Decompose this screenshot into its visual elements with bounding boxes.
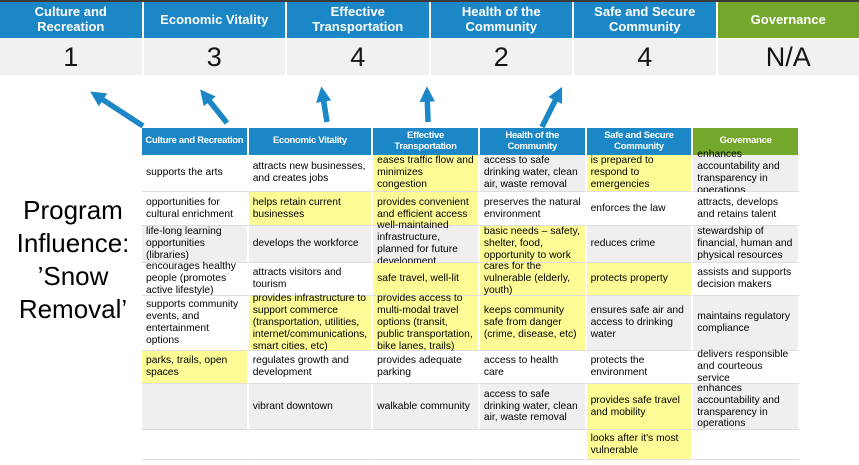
influence-matrix: Culture and Recreation Economic Vitality E… (142, 128, 800, 460)
program-influence-line: Influence: (16, 228, 130, 258)
matrix-cell-r2c4: preserves the natural environment (479, 192, 587, 226)
matrix-cell-r2c6: attracts, develops and retains talent (693, 192, 800, 226)
influence-arrow-4 (419, 86, 436, 123)
matrix-cell-r7c6: enhances accountability and transparency… (693, 383, 800, 430)
matrix-cell-r3c3: well-maintained infrastructure, planned … (373, 220, 480, 267)
banner-header-economic-vitality: Economic Vitality (143, 2, 285, 38)
matrix-cell-r8c2 (248, 430, 374, 460)
matrix-header-governance: Governance (693, 128, 800, 155)
matrix-cell-r3c6: stewardship of financial, human and phys… (693, 226, 800, 263)
matrix-cell-r2c3: provides convenient and efficient access (373, 192, 480, 226)
banner-score-effective-transportation: 4 (287, 39, 429, 75)
matrix-cell-r3c5: reduces crime (586, 226, 694, 263)
program-influence-line: Removal’ (18, 294, 128, 324)
matrix-cell-r6c4: access to health care (479, 351, 587, 384)
influence-arrow-3 (316, 86, 332, 123)
matrix-cell-r7c4: access to safe drinking water, clean air… (479, 384, 587, 430)
matrix-cell-r1c5: is prepared to respond to emergencies (586, 155, 694, 192)
banner-header-culture-and-recreation: Culture and Recreation (0, 2, 142, 38)
banner-score-safe-and-secure-community: 4 (574, 39, 716, 75)
matrix-header-effective-transportation: Effective Transportation (373, 128, 480, 155)
matrix-cell-r2c1: opportunities for cultural enrichment (142, 192, 249, 226)
matrix-cell-r7c2: vibrant downtown (248, 384, 374, 430)
matrix-cell-r3c4: basic needs – safety, shelter, food, opp… (479, 226, 587, 263)
matrix-header-health-of-the-community: Health of the Community (479, 128, 587, 155)
matrix-cell-r1c4: access to safe drinking water, clean air… (479, 155, 587, 192)
matrix-cell-r6c1: parks, trails, open spaces (142, 351, 249, 384)
banner-score-governance: N/A (717, 39, 859, 75)
matrix-cell-r1c3: eases traffic flow and minimizes congest… (373, 155, 480, 192)
matrix-cell-r7c5: provides safe travel and mobility (586, 384, 694, 430)
matrix-cell-r7c3: walkable community (373, 384, 480, 430)
program-influence-line: ’Snow (37, 261, 109, 291)
matrix-cell-r3c2: develops the workforce (248, 226, 374, 263)
matrix-cell-r4c5: protects property (586, 263, 694, 296)
banner-header-governance: Governance (717, 2, 859, 38)
influence-arrow-2 (200, 89, 230, 125)
program-influence-label: Program Influence: ’Snow Removal’ (0, 194, 146, 326)
banner-score-health-of-the-community: 2 (430, 39, 572, 75)
matrix-header-economic-vitality: Economic Vitality (248, 128, 374, 155)
priority-banner: Culture and Recreation Economic Vitality E… (0, 0, 859, 75)
matrix-cell-r1c1: supports the arts (142, 155, 249, 192)
matrix-cell-r6c2: regulates growth and development (248, 351, 374, 384)
matrix-cell-r5c5: ensures safe air and access to drinking … (586, 296, 694, 351)
matrix-cell-r4c1: encourages healthy people (promotes acti… (142, 261, 249, 296)
banner-score-culture-and-recreation: 1 (0, 39, 142, 75)
matrix-cell-r2c5: enforces the law (586, 192, 694, 226)
matrix-cell-r8c1 (142, 430, 249, 460)
matrix-cell-r5c2: provides infrastructure to support comme… (248, 293, 374, 352)
matrix-cell-r2c2: helps retain current businesses (248, 192, 374, 226)
matrix-cell-r8c3 (373, 430, 480, 460)
matrix-cell-r5c4: keeps community safe from danger (crime,… (479, 296, 587, 351)
matrix-cell-r1c2: attracts new businesses, and creates job… (248, 155, 374, 192)
banner-header-health-of-the-community: Health of the Community (430, 2, 572, 38)
matrix-cell-r5c3: provides access to multi-modal travel op… (373, 293, 480, 352)
matrix-cell-r5c1: supports community events, and entertain… (142, 296, 249, 351)
matrix-cell-r4c4: cares for the vulnerable (elderly, youth… (479, 261, 587, 296)
matrix-cell-r5c6: maintains regulatory compliance (693, 296, 800, 351)
banner-header-effective-transportation: Effective Transportation (287, 2, 429, 38)
matrix-cell-r1c6: enhances accountability and transparency… (693, 149, 800, 196)
matrix-cell-r8c4 (479, 430, 587, 460)
matrix-cell-r6c6: delivers responsible and courteous servi… (693, 349, 800, 384)
banner-header-safe-and-secure-community: Safe and Secure Community (574, 2, 716, 38)
matrix-cell-r7c1 (142, 384, 249, 430)
program-influence-line: Program (23, 195, 123, 225)
matrix-header-culture-and-recreation: Culture and Recreation (142, 128, 249, 155)
matrix-cell-r4c3: safe travel, well-lit (373, 263, 480, 296)
matrix-cell-r8c5: looks after it's most vulnerable (586, 430, 694, 460)
matrix-cell-r4c6: assists and supports decision makers (693, 263, 800, 296)
matrix-cell-r3c1: life-long learning opportunities (librar… (142, 226, 249, 263)
matrix-cell-r6c3: provides adequate parking (373, 351, 480, 384)
matrix-cell-r4c2: attracts visitors and tourism (248, 263, 374, 296)
banner-score-economic-vitality: 3 (143, 39, 285, 75)
matrix-cell-r6c5: protects the environment (586, 351, 694, 384)
influence-arrow-5 (539, 86, 563, 129)
influence-arrow-1 (90, 91, 145, 129)
matrix-header-safe-and-secure-community: Safe and Secure Community (586, 128, 694, 155)
matrix-cell-r8c6 (693, 430, 800, 460)
